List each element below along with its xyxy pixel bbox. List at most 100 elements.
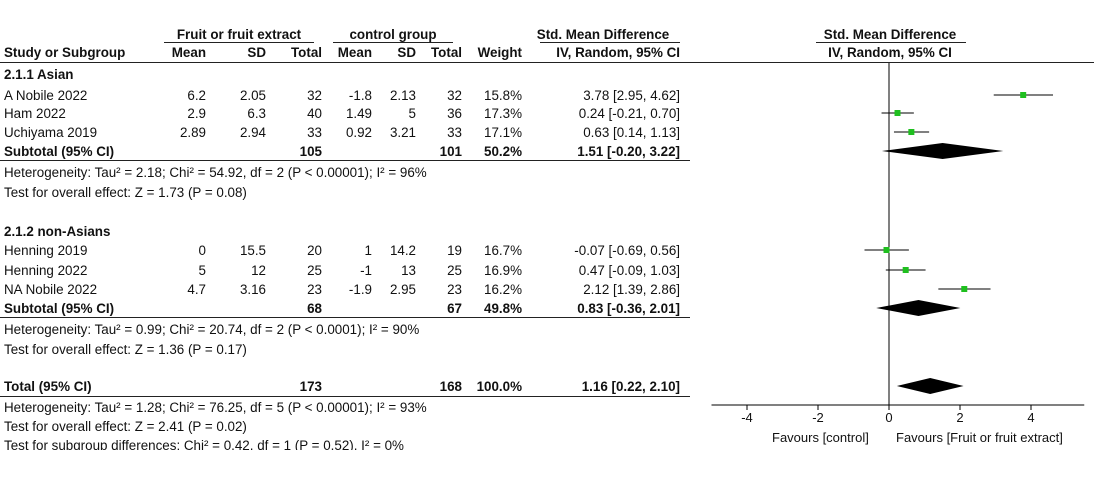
sd1: 6.3 xyxy=(247,106,266,121)
ci-value: 2.12 [1.39, 2.86] xyxy=(583,282,680,297)
sd1: 12 xyxy=(251,263,266,278)
group2-header: control group xyxy=(349,27,437,42)
mean2: -1.8 xyxy=(348,88,372,103)
subtotal-label: Subtotal (95% CI) xyxy=(4,144,115,159)
overall-effect-text: Test for overall effect: Z = 1.73 (P = 0… xyxy=(4,185,247,200)
total2: 36 xyxy=(447,106,462,121)
sd2: 2.95 xyxy=(389,282,416,297)
plot-subtitle: IV, Random, 95% CI xyxy=(828,45,952,60)
weight: 17.1% xyxy=(484,125,522,140)
total-weight: 100.0% xyxy=(476,379,522,394)
total1: 25 xyxy=(307,263,322,278)
col-mean2: Mean xyxy=(337,45,372,60)
total-overall-effect-text: Test for overall effect: Z = 2.41 (P = 0… xyxy=(4,419,247,434)
subtotal-total1: 105 xyxy=(299,144,322,159)
subgroup-title: 2.1.2 non-Asians xyxy=(4,224,111,239)
heterogeneity-text: Heterogeneity: Tau² = 0.99; Chi² = 20.74… xyxy=(4,322,420,337)
weight: 16.2% xyxy=(484,282,522,297)
mean2: -1 xyxy=(360,263,372,278)
point-estimate xyxy=(1020,92,1027,98)
weight: 17.3% xyxy=(484,106,522,121)
mean1: 0 xyxy=(198,243,206,258)
sd2: 3.21 xyxy=(389,125,416,140)
point-estimate xyxy=(908,129,915,135)
subtotal-rule xyxy=(0,160,690,161)
sd1: 3.16 xyxy=(239,282,266,297)
weight: 16.7% xyxy=(484,243,522,258)
total-heterogeneity-text: Heterogeneity: Tau² = 1.28; Chi² = 76.25… xyxy=(4,400,427,415)
col-weight: Weight xyxy=(477,45,522,60)
favours-right-label: Favours [Fruit or fruit extract] xyxy=(896,430,1063,445)
ci-value: 0.47 [-0.09, 1.03] xyxy=(578,263,680,278)
total2: 33 xyxy=(447,125,462,140)
study-name: Ham 2022 xyxy=(4,106,66,121)
mean1: 2.9 xyxy=(187,106,206,121)
total-rule xyxy=(0,396,690,397)
sd1: 15.5 xyxy=(239,243,266,258)
sd2: 5 xyxy=(408,106,416,121)
weight: 15.8% xyxy=(484,88,522,103)
total2: 19 xyxy=(447,243,462,258)
mean1: 2.89 xyxy=(179,125,206,140)
ci-value: 0.24 [-0.21, 0.70] xyxy=(578,106,680,121)
x-tick-label: 2 xyxy=(956,410,963,425)
sd1: 2.05 xyxy=(239,88,266,103)
col-total1: Total xyxy=(291,45,322,60)
total-total2: 168 xyxy=(439,379,462,394)
ci-value: 3.78 [2.95, 4.62] xyxy=(583,88,680,103)
total-total1: 173 xyxy=(299,379,322,394)
group1-header: Fruit or fruit extract xyxy=(176,27,302,42)
col-sd1: SD xyxy=(247,45,266,60)
sd2: 2.13 xyxy=(389,88,416,103)
overall-effect-text: Test for overall effect: Z = 1.36 (P = 0… xyxy=(4,342,247,357)
study-name: A Nobile 2022 xyxy=(4,88,88,103)
subtotal-weight: 49.8% xyxy=(484,301,522,316)
col-total2: Total xyxy=(431,45,462,60)
ci-value: 0.63 [0.14, 1.13] xyxy=(583,125,680,140)
pooled-diamond xyxy=(876,300,961,316)
mean2: 1.49 xyxy=(345,106,372,121)
x-tick-label: -4 xyxy=(741,410,753,425)
point-estimate xyxy=(902,267,909,273)
subtotal-total2: 101 xyxy=(439,144,462,159)
subtotal-label: Subtotal (95% CI) xyxy=(4,301,115,316)
header-rule xyxy=(0,62,1094,63)
heterogeneity-text: Heterogeneity: Tau² = 2.18; Chi² = 54.92… xyxy=(4,165,427,180)
favours-left-label: Favours [control] xyxy=(772,430,869,445)
total1: 33 xyxy=(307,125,322,140)
subgroup-title: 2.1.1 Asian xyxy=(4,67,74,82)
subtotal-ci: 0.83 [-0.36, 2.01] xyxy=(577,301,680,316)
x-tick-label: 0 xyxy=(885,410,892,425)
mean1: 4.7 xyxy=(187,282,206,297)
subtotal-total1: 68 xyxy=(307,301,322,316)
effect-header: Std. Mean Difference xyxy=(536,27,670,42)
sd1: 2.94 xyxy=(239,125,266,140)
pooled-diamond xyxy=(881,143,1004,159)
mean2: 1 xyxy=(364,243,372,258)
point-estimate xyxy=(894,110,901,116)
total1: 40 xyxy=(307,106,322,121)
total2: 32 xyxy=(447,88,462,103)
col-mean1: Mean xyxy=(171,45,206,60)
total1: 20 xyxy=(307,243,322,258)
sd2: 13 xyxy=(401,263,416,278)
subtotal-rule xyxy=(0,317,690,318)
total1: 32 xyxy=(307,88,322,103)
col-sd2: SD xyxy=(397,45,416,60)
point-estimate xyxy=(961,286,968,292)
weight: 16.9% xyxy=(484,263,522,278)
mean2: 0.92 xyxy=(345,125,372,140)
study-name: Uchiyama 2019 xyxy=(4,125,98,140)
total-ci: 1.16 [0.22, 2.10] xyxy=(581,379,680,394)
study-name: NA Nobile 2022 xyxy=(4,282,98,297)
effect-rule xyxy=(540,42,680,43)
subtotal-ci: 1.51 [-0.20, 3.22] xyxy=(577,144,680,159)
x-tick-label: 4 xyxy=(1027,410,1034,425)
plot-title-rule xyxy=(816,42,966,43)
group1-rule xyxy=(164,42,314,43)
total-label: Total (95% CI) xyxy=(4,379,92,394)
total2: 25 xyxy=(447,263,462,278)
mean1: 5 xyxy=(198,263,206,278)
col-ci: IV, Random, 95% CI xyxy=(556,45,680,60)
